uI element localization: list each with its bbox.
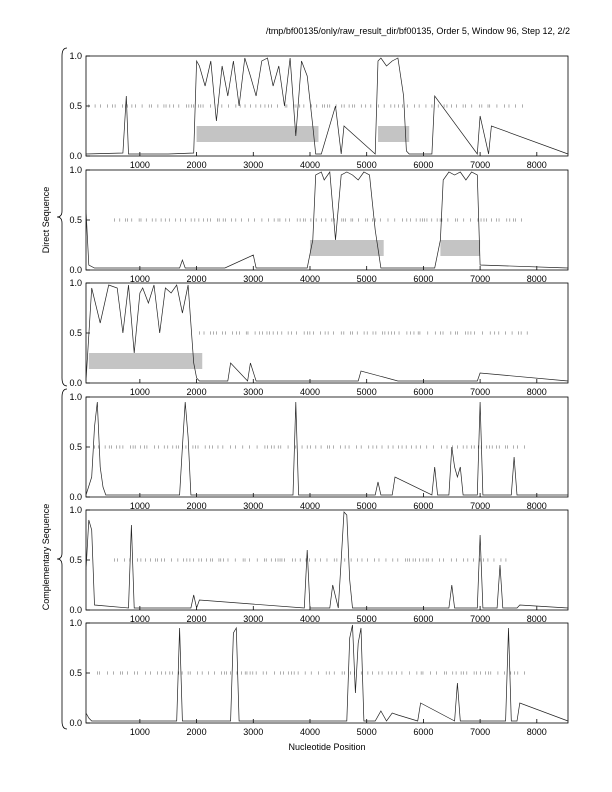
panel-direct-1-ytick-label-2: 1.0 (69, 51, 82, 61)
panel-direct-3-xtick-label-4: 5000 (357, 387, 377, 397)
page-title: /tmp/bf00135/only/raw_result_dir/bf00135… (265, 26, 570, 36)
panel-direct-2-line-1 (85, 171, 569, 269)
panel-direct-3-xtick-label-6: 7000 (470, 387, 490, 397)
panel-complementary-2-xtick-label-0: 1000 (130, 614, 150, 624)
panel-direct-1-xtick-label-0: 1000 (130, 160, 150, 170)
panel-direct-2-band-1 (309, 240, 384, 256)
panel-complementary-3-xtick-label-4: 5000 (357, 727, 377, 737)
panel-complementary-1-ytick-label-1: 0.5 (69, 442, 82, 452)
panel-complementary-2-ytick-label-0: 0.0 (69, 605, 82, 615)
panel-complementary-1-xtick-label-3: 4000 (300, 501, 320, 511)
panel-complementary-3-ytick-label-1: 0.5 (69, 668, 82, 678)
panel-direct-3-xtick-label-2: 3000 (243, 387, 263, 397)
panel-complementary-3-xtick-label-1: 2000 (187, 727, 207, 737)
panel-direct-3-band-1 (88, 353, 203, 369)
panel-complementary-3-frame-box (85, 622, 569, 724)
panel-direct-3-xtick-label-0: 1000 (130, 387, 150, 397)
panel-complementary-2-xtick-label-5: 6000 (413, 614, 433, 624)
x-axis-title: Nucleotide Position (288, 742, 365, 752)
panel-direct-3-xtick-label-5: 6000 (413, 387, 433, 397)
panel-direct-2-xtick-label-4: 5000 (357, 274, 377, 284)
panel-direct-1-xtick-label-5: 6000 (413, 160, 433, 170)
panel-direct-2-xtick-label-7: 8000 (527, 274, 547, 284)
panel-direct-1-band-1 (196, 126, 319, 142)
panel-complementary-2-xtick-label-4: 5000 (357, 614, 377, 624)
panel-complementary-1-line-1 (85, 401, 568, 496)
panel-complementary-3-xtick-label-3: 4000 (300, 727, 320, 737)
panel-direct-3-xtick-label-1: 2000 (187, 387, 207, 397)
panel-direct-1-xtick-label-2: 3000 (243, 160, 263, 170)
panel-complementary-1-ytick-label-2: 1.0 (69, 392, 82, 402)
panel-complementary-1-xtick-label-4: 5000 (357, 501, 377, 511)
panel-complementary-1-xtick-label-5: 6000 (413, 501, 433, 511)
panel-direct-2-ytick-label-1: 0.5 (69, 215, 82, 225)
panel-direct-1-line-1 (85, 57, 569, 155)
panel-direct-1-xtick-label-6: 7000 (470, 160, 490, 170)
panel-complementary-3-ytick-label-2: 1.0 (69, 618, 82, 628)
panel-direct-2-xtick-label-1: 2000 (187, 274, 207, 284)
panel-direct-1-band-2 (378, 126, 410, 142)
panel-complementary-3-line-1 (85, 624, 569, 722)
panel-complementary-2-xtick-label-2: 3000 (243, 614, 263, 624)
panel-complementary-1-xtick-label-0: 1000 (130, 501, 150, 511)
panel-complementary-1-xtick-label-6: 7000 (470, 501, 490, 511)
panel-complementary-1-ytick-label-0: 0.0 (69, 492, 82, 502)
direct-sequence-label: Direct Sequence (41, 187, 51, 254)
panel-direct-2-xtick-label-0: 1000 (130, 274, 150, 284)
panel-complementary-2-ytick-label-1: 0.5 (69, 555, 82, 565)
panel-direct-2-band-2 (440, 240, 481, 256)
panel-direct-1-frame-box (85, 55, 569, 157)
panel-complementary-1-xtick-label-1: 2000 (187, 501, 207, 511)
panel-complementary-3-xtick-label-6: 7000 (470, 727, 490, 737)
panel-direct-2-xtick-label-3: 4000 (300, 274, 320, 284)
panel-direct-3-xtick-label-3: 4000 (300, 387, 320, 397)
panel-direct-1-xtick-label-3: 4000 (300, 160, 320, 170)
complementary-group-brace (56, 388, 68, 730)
panel-complementary-1-xtick-label-2: 3000 (243, 501, 263, 511)
panel-complementary-3-xtick-label-5: 6000 (413, 727, 433, 737)
panel-direct-1-ytick-label-1: 0.5 (69, 101, 82, 111)
panel-direct-2-xtick-label-5: 6000 (413, 274, 433, 284)
complementary-sequence-label: Complementary Sequence (41, 504, 51, 611)
panel-direct-3-ytick-label-2: 1.0 (69, 278, 82, 288)
panel-direct-2-ytick-label-0: 0.0 (69, 265, 82, 275)
panel-direct-1-xtick-label-7: 8000 (527, 160, 547, 170)
panel-complementary-2-xtick-label-3: 4000 (300, 614, 320, 624)
panel-complementary-3-xtick-label-2: 3000 (243, 727, 263, 737)
panel-complementary-2-line-1 (85, 511, 569, 610)
panel-complementary-2-xtick-label-7: 8000 (527, 614, 547, 624)
direct-group-brace (56, 47, 68, 387)
panel-complementary-3-xtick-label-7: 8000 (527, 727, 547, 737)
panel-direct-3-line-1 (85, 284, 569, 382)
panel-direct-1-xtick-label-4: 5000 (357, 160, 377, 170)
panel-complementary-1-xtick-label-7: 8000 (527, 501, 547, 511)
panel-direct-3-ytick-label-0: 0.0 (69, 378, 82, 388)
panel-direct-2-xtick-label-2: 3000 (243, 274, 263, 284)
panel-complementary-2-xtick-label-1: 2000 (187, 614, 207, 624)
panel-direct-1-xtick-label-1: 2000 (187, 160, 207, 170)
panel-direct-2-xtick-label-6: 7000 (470, 274, 490, 284)
panel-complementary-2-ytick-label-2: 1.0 (69, 505, 82, 515)
panel-complementary-2-xtick-label-6: 7000 (470, 614, 490, 624)
panel-direct-1-ytick-label-0: 0.0 (69, 151, 82, 161)
panel-direct-3-ytick-label-1: 0.5 (69, 328, 82, 338)
panel-complementary-3-xtick-label-0: 1000 (130, 727, 150, 737)
panel-direct-2-ytick-label-2: 1.0 (69, 165, 82, 175)
panel-complementary-3-ytick-label-0: 0.0 (69, 718, 82, 728)
panel-direct-3-xtick-label-7: 8000 (527, 387, 547, 397)
